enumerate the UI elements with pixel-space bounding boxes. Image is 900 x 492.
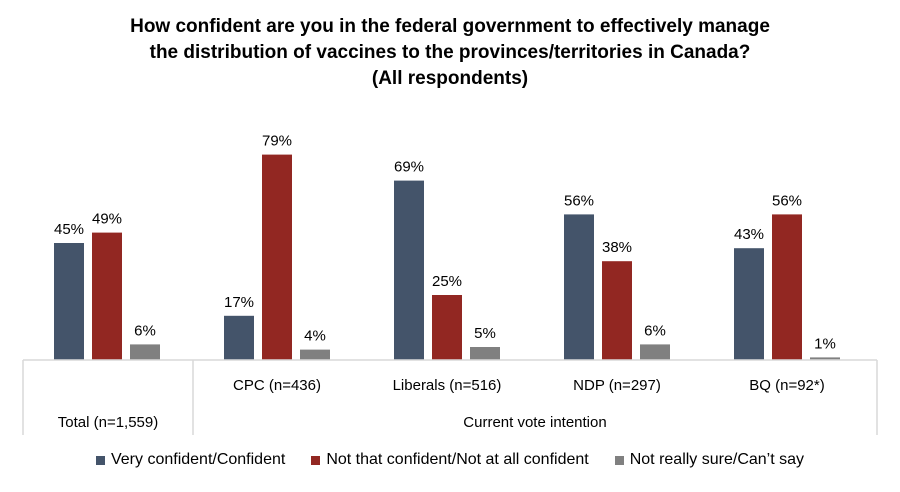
legend-label-not-confident: Not that confident/Not at all confident (326, 451, 589, 468)
chart-title: How confident are you in the federal gov… (0, 14, 900, 92)
category-axis-table: Total (n=1,559) CPC (n=436) Liberals (n=… (22, 359, 878, 435)
data-label-total-not-sure: 6% (134, 322, 156, 339)
category-label-liberals: Liberals (n=516) (393, 377, 502, 394)
bar-ndp-not-confident (602, 261, 632, 360)
bar-liberals-not-sure (470, 347, 500, 360)
bar-total-not-sure (130, 344, 160, 360)
data-label-liberals-not-confident: 25% (432, 273, 462, 290)
legend-swatch-confident (95, 455, 105, 465)
bar-bq-not-confident (772, 214, 802, 360)
legend-item-not-confident: Not that confident/Not at all confident (311, 451, 589, 469)
data-label-liberals-not-sure: 5% (474, 325, 496, 342)
legend: Very confident/Confident Not that confid… (0, 451, 900, 469)
data-label-liberals-confident: 69% (394, 159, 424, 176)
bar-cpc-not-confident (262, 154, 292, 360)
data-label-cpc-confident: 17% (224, 294, 254, 311)
data-label-cpc-not-confident: 79% (262, 133, 292, 150)
data-label-bq-not-sure: 1% (814, 335, 836, 352)
bar-cpc-confident (224, 315, 254, 360)
bars-layer: 45% 49% 6% 17% 79% 4% 69% 25% 5% 56% 38% 6% 43% 56% 1% (54, 133, 840, 360)
bar-liberals-confident (394, 180, 424, 360)
legend-label-confident: Very confident/Confident (110, 451, 286, 468)
chart-title-line-1: How confident are you in the federal gov… (130, 16, 770, 37)
chart-title-line-3: (All respondents) (371, 68, 529, 89)
bar-bq-not-sure (810, 357, 840, 360)
legend-swatch-not-confident (311, 455, 321, 465)
group-label-vote-intention: Current vote intention (463, 414, 606, 431)
data-label-ndp-not-sure: 6% (644, 322, 666, 339)
bar-total-confident (54, 243, 84, 360)
category-label-total: Total (n=1,559) (58, 414, 158, 431)
data-label-bq-confident: 43% (734, 226, 764, 243)
bar-bq-confident (734, 248, 764, 360)
data-label-total-confident: 45% (54, 221, 84, 238)
legend-swatch-not-sure (614, 455, 624, 465)
data-label-cpc-not-sure: 4% (304, 328, 326, 345)
bar-ndp-confident (564, 214, 594, 360)
legend-item-confident: Very confident/Confident (95, 451, 286, 469)
legend-item-not-sure: Not really sure/Can’t say (614, 451, 805, 469)
category-label-cpc: CPC (n=436) (233, 377, 321, 394)
data-label-total-not-confident: 49% (92, 211, 122, 228)
data-label-ndp-confident: 56% (564, 192, 594, 209)
bar-ndp-not-sure (640, 344, 670, 360)
data-label-bq-not-confident: 56% (772, 192, 802, 209)
bar-cpc-not-sure (300, 349, 330, 360)
data-label-ndp-not-confident: 38% (602, 239, 632, 256)
legend-label-not-sure: Not really sure/Can’t say (629, 451, 805, 468)
bar-liberals-not-confident (432, 295, 462, 360)
bar-total-not-confident (92, 232, 122, 360)
category-label-ndp: NDP (n=297) (573, 377, 661, 394)
category-label-bq: BQ (n=92*) (749, 377, 824, 394)
chart-title-line-2: the distribution of vaccines to the prov… (149, 42, 751, 63)
